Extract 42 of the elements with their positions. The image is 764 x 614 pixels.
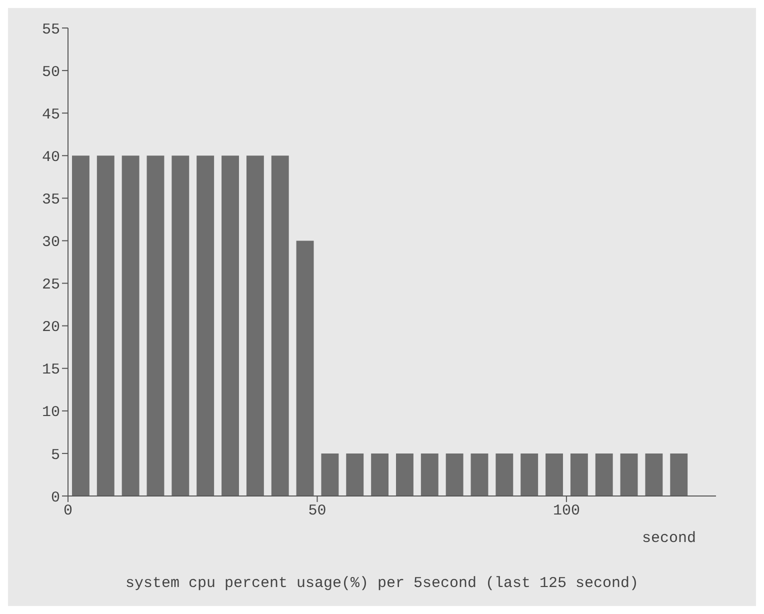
- bar: [321, 453, 339, 496]
- y-tick-label: 25: [42, 276, 60, 294]
- bar: [246, 156, 264, 496]
- bar: [670, 453, 688, 496]
- bar: [396, 453, 414, 496]
- bar: [446, 453, 464, 496]
- bar: [420, 453, 438, 496]
- y-tick-label: 10: [42, 404, 60, 422]
- y-tick-label: 15: [42, 362, 60, 379]
- bar: [296, 240, 314, 496]
- y-tick-label: 50: [42, 64, 60, 81]
- bar: [222, 156, 239, 496]
- y-tick-label: 40: [42, 148, 60, 166]
- y-tick-label: 5: [50, 446, 60, 464]
- x-tick-label: 0: [63, 502, 73, 520]
- bar: [620, 453, 638, 496]
- x-tick-label: 100: [552, 502, 580, 520]
- bar: [570, 453, 588, 496]
- bar: [496, 453, 514, 496]
- y-tick-label: 45: [42, 106, 60, 124]
- bar: [172, 156, 190, 496]
- bar: [595, 453, 613, 496]
- bar: [96, 156, 114, 496]
- bar: [645, 453, 663, 496]
- bar: [546, 453, 563, 496]
- y-tick-label: 0: [50, 489, 60, 506]
- bar: [72, 156, 90, 496]
- bar: [470, 453, 488, 496]
- y-tick-label: 20: [42, 319, 60, 336]
- bar: [196, 156, 214, 496]
- bar: [520, 453, 538, 496]
- x-axis-title: second: [642, 530, 696, 547]
- bar: [346, 453, 364, 496]
- x-tick-label: 50: [308, 502, 326, 520]
- bar: [122, 156, 140, 496]
- y-tick-label: 55: [42, 21, 60, 38]
- y-tick-label: 30: [42, 234, 60, 252]
- bar: [271, 156, 289, 496]
- bar: [146, 156, 164, 496]
- bar: [371, 453, 389, 496]
- y-tick-label: 35: [42, 192, 60, 209]
- text: system cpu percent usage(%) per 5second (last 125 second): [124, 575, 640, 592]
